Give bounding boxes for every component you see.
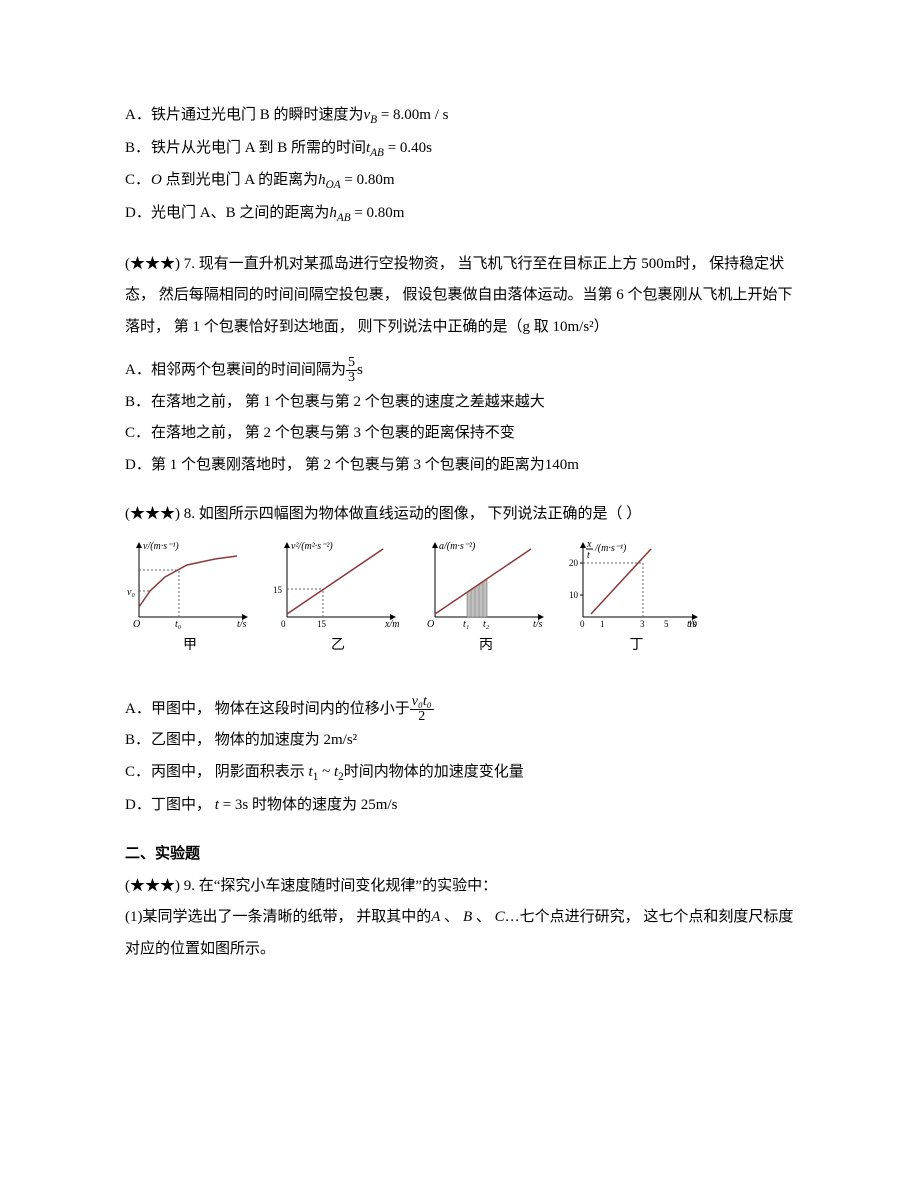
opt-pre: 相邻两个包裹间的时间间隔为 (151, 362, 346, 378)
opt-letter: C． (125, 418, 151, 450)
opt-letter: D． (125, 198, 151, 230)
chart-yi-svg: v²/(m²·s⁻²) x/m 0 15 15 (273, 539, 403, 629)
svg-text:15: 15 (273, 585, 283, 595)
chart-ding: /(m·s⁻¹) x t t/s 1020 013510 丁 (569, 539, 704, 660)
opt-pre: 丙图中， 阴影面积表示 (151, 764, 309, 780)
chart-yi: v²/(m²·s⁻²) x/m 0 15 15 乙 (273, 539, 403, 660)
opt-letter: D． (125, 790, 151, 822)
svg-text:t₂: t₂ (483, 619, 490, 629)
eq: = 0.40s (384, 140, 432, 156)
q7-option-A: A．相邻两个包裹间的时间间隔为53s (125, 355, 795, 387)
opt-letter: A． (125, 355, 151, 387)
opt-pre: 甲图中， 物体在这段时间内的位移小于 (151, 701, 410, 717)
svg-text:20: 20 (569, 558, 579, 568)
prev-option-D: D．光电门 A、B 之间的距离为hAB = 0.80m (125, 198, 795, 231)
q9-stem: 在“探究小车速度随时间变化规律”的实验中： (199, 878, 497, 894)
opt-letter: C． (125, 165, 151, 197)
q8-option-A: A．甲图中， 物体在这段时间内的位移小于v₀t₀2 (125, 694, 795, 726)
svg-text:10: 10 (569, 590, 579, 600)
chart-jia-svg: v/(m·s⁻¹) t/s v₀ O t₀ (125, 539, 255, 629)
eq: = 0.80m (351, 205, 405, 221)
prev-option-B: B．铁片从光电门 A 到 B 所需的时间tAB = 0.40s (125, 133, 795, 166)
opt-letter: C． (125, 757, 151, 789)
svg-text:0: 0 (281, 619, 286, 629)
opt-text: 点到光电门 A 的距离为 (162, 172, 318, 188)
q8-stem: 如图所示四幅图为物体做直线运动的图像， 下列说法正确的是（ ） (199, 506, 642, 522)
opt-letter: A． (125, 100, 151, 132)
var: h (318, 172, 326, 188)
opt-letter: A． (125, 694, 151, 726)
svg-text:1: 1 (600, 619, 605, 629)
q9-part1: (1)某同学选出了一条清晰的纸带， 并取其中的A 、 B 、 C…七个点进行研究… (125, 902, 795, 965)
opt-letter: B． (125, 133, 151, 165)
svg-text:v/(m·s⁻¹): v/(m·s⁻¹) (143, 541, 179, 552)
svg-text:/(m·s⁻¹): /(m·s⁻¹) (594, 543, 627, 554)
eq: = 8.00m / s (377, 107, 448, 123)
svg-text:t₁: t₁ (463, 619, 469, 629)
svg-text:x/m: x/m (384, 619, 399, 629)
q8-option-C: C．丙图中， 阴影面积表示 t1 ~ t2时间内物体的加速度变化量 (125, 757, 795, 790)
chart-jia: v/(m·s⁻¹) t/s v₀ O t₀ 甲 (125, 539, 255, 660)
svg-text:t/s: t/s (533, 619, 543, 629)
opt-text: 乙图中， 物体的加速度为 2m/s² (151, 732, 357, 748)
opt-text: 铁片通过光电门 B 的瞬时速度为 (151, 107, 364, 123)
question-8: (★★★) 8. 如图所示四幅图为物体做直线运动的图像， 下列说法正确的是（ ） (125, 499, 795, 531)
svg-text:15: 15 (317, 619, 327, 629)
q7-option-C: C．在落地之前， 第 2 个包裹与第 3 个包裹的距离保持不变 (125, 418, 795, 450)
opt-text: 第 1 个包裹刚落地时， 第 2 个包裹与第 3 个包裹间的距离为140m (151, 457, 579, 473)
svg-text:v²/(m²·s⁻²): v²/(m²·s⁻²) (291, 541, 333, 552)
q7-option-B: B．在落地之前， 第 1 个包裹与第 2 个包裹的速度之差越来越大 (125, 387, 795, 419)
chart-label: 甲 (125, 631, 255, 660)
q9-prefix: (★★★) 9. (125, 878, 199, 894)
opt-pre: 丁图中， (151, 797, 215, 813)
prev-option-A: A．铁片通过光电门 B 的瞬时速度为vB = 8.00m / s (125, 100, 795, 133)
chart-row: v/(m·s⁻¹) t/s v₀ O t₀ 甲 v²/(m²·s⁻²) x/m … (125, 539, 795, 660)
opt-text: 铁片从光电门 A 到 B 所需的时间 (151, 140, 366, 156)
prev-option-C: C．O 点到光电门 A 的距离为hOA = 0.80m (125, 165, 795, 198)
chart-bing: a/(m·s⁻²) t/s O t₁ t₂ 丙 (421, 539, 551, 660)
svg-text:t: t (587, 550, 590, 561)
svg-text:10: 10 (688, 619, 698, 629)
sub: AB (370, 147, 384, 159)
svg-text:x: x (586, 539, 592, 550)
q8-option-B: B．乙图中， 物体的加速度为 2m/s² (125, 725, 795, 757)
question-7: (★★★) 7. 现有一直升机对某孤岛进行空投物资， 当飞机飞行至在目标正上方 … (125, 249, 795, 344)
opt-text: 在落地之前， 第 2 个包裹与第 3 个包裹的距离保持不变 (151, 425, 515, 441)
svg-text:5: 5 (664, 619, 669, 629)
q8-option-D: D．丁图中， t = 3s 时物体的速度为 25m/s (125, 790, 795, 822)
eq: = 0.80m (341, 172, 395, 188)
section-2-title: 二、实验题 (125, 839, 795, 871)
sub: OA (326, 179, 341, 191)
q8-prefix: (★★★) 8. (125, 506, 199, 522)
q7-prefix: (★★★) 7. (125, 256, 199, 272)
svg-text:3: 3 (640, 619, 645, 629)
sub: AB (337, 212, 351, 224)
svg-text:t/s: t/s (237, 619, 247, 629)
fraction: 53 (346, 356, 357, 385)
q7-stem: 现有一直升机对某孤岛进行空投物资， 当飞机飞行至在目标正上方 500m时， 保持… (125, 256, 793, 335)
question-9: (★★★) 9. 在“探究小车速度随时间变化规律”的实验中： (125, 871, 795, 903)
var-o: O (151, 172, 162, 188)
svg-text:O: O (133, 619, 140, 629)
q7-option-D: D．第 1 个包裹刚落地时， 第 2 个包裹与第 3 个包裹间的距离为140m (125, 450, 795, 482)
svg-text:0: 0 (580, 619, 585, 629)
svg-text:v₀: v₀ (127, 587, 135, 598)
unit: s (357, 362, 363, 378)
opt-text: 在落地之前， 第 1 个包裹与第 2 个包裹的速度之差越来越大 (151, 394, 545, 410)
chart-label: 丙 (421, 631, 551, 660)
opt-letter: D． (125, 450, 151, 482)
chart-label: 乙 (273, 631, 403, 660)
svg-text:a/(m·s⁻²): a/(m·s⁻²) (439, 541, 476, 552)
var: h (329, 205, 337, 221)
svg-text:O: O (427, 619, 434, 629)
fraction: v₀t₀2 (410, 695, 434, 724)
chart-bing-svg: a/(m·s⁻²) t/s O t₁ t₂ (421, 539, 551, 629)
opt-letter: B． (125, 387, 151, 419)
opt-letter: B． (125, 725, 151, 757)
chart-label: 丁 (569, 631, 704, 660)
chart-ding-svg: /(m·s⁻¹) x t t/s 1020 013510 (569, 539, 704, 629)
svg-text:t₀: t₀ (175, 619, 182, 629)
opt-text: 光电门 A、B 之间的距离为 (151, 205, 329, 221)
